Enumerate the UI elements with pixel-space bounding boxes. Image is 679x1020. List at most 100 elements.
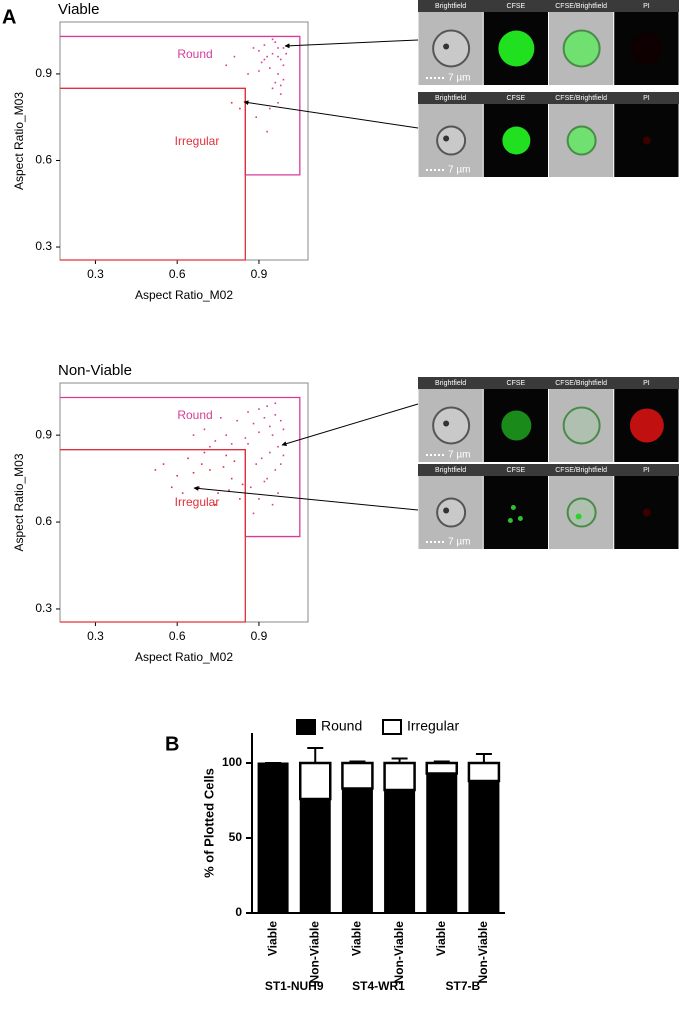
point	[282, 47, 285, 49]
point	[219, 416, 222, 419]
point	[271, 434, 274, 436]
point	[181, 492, 184, 494]
point	[263, 58, 266, 61]
x-axis-label: Aspect Ratio_M02	[135, 650, 233, 664]
panel-label: A	[2, 6, 16, 28]
x-tick-label: Viable	[265, 921, 279, 956]
x-tick-label: Non-Viable	[307, 921, 321, 984]
channel-label: PI	[643, 95, 650, 102]
x-tick-label: 0.3	[87, 629, 104, 643]
point	[162, 463, 165, 465]
arrow	[284, 39, 419, 49]
point	[279, 93, 282, 95]
bar-segment	[384, 789, 416, 914]
strip-header	[418, 464, 679, 476]
cell	[436, 497, 467, 528]
point	[247, 443, 249, 445]
cell	[562, 406, 601, 445]
bar-segment	[341, 788, 373, 914]
arrow	[193, 485, 419, 511]
point	[230, 477, 233, 480]
gate	[60, 448, 246, 623]
y-tick-label: 100	[222, 755, 242, 769]
cell	[501, 410, 532, 441]
point	[170, 486, 173, 489]
point	[176, 474, 178, 477]
point	[277, 492, 279, 494]
bar-segment	[426, 773, 458, 914]
point	[263, 480, 266, 483]
cell	[642, 508, 651, 517]
point	[269, 451, 271, 454]
point	[244, 437, 247, 439]
point	[269, 107, 271, 110]
point	[277, 73, 279, 75]
legend-swatch	[296, 719, 316, 735]
panel-label: B	[165, 733, 179, 755]
bar-segment	[425, 761, 458, 775]
point	[255, 463, 258, 465]
point	[252, 422, 255, 425]
point	[225, 64, 228, 67]
point	[214, 440, 217, 442]
y-axis-label: % of Plotted Cells	[201, 768, 216, 878]
x-tick-label: 0.3	[87, 267, 104, 281]
gate-label: Round	[177, 408, 212, 422]
point	[230, 101, 233, 104]
point	[233, 460, 236, 463]
point	[252, 47, 255, 49]
point	[228, 489, 230, 491]
point	[200, 463, 203, 465]
point	[241, 483, 244, 486]
point	[277, 55, 279, 58]
point	[271, 87, 274, 90]
point	[252, 512, 255, 515]
point	[277, 47, 279, 49]
point	[258, 498, 260, 500]
bar-segment	[383, 761, 416, 792]
point	[282, 78, 285, 81]
point	[266, 405, 268, 407]
point	[277, 445, 279, 448]
channel-label: Brightfield	[435, 3, 466, 10]
chart-title: Viable	[58, 1, 99, 18]
point	[266, 55, 268, 58]
legend-label: Irregular	[407, 718, 459, 734]
point	[271, 503, 274, 506]
x-tick-label: 0.9	[251, 267, 268, 281]
cell	[502, 126, 531, 155]
point	[260, 61, 263, 64]
scale-label: 7 µm	[448, 537, 470, 548]
cell	[566, 125, 597, 156]
point	[266, 130, 268, 133]
point	[255, 116, 258, 118]
point	[269, 67, 271, 69]
channel-label: CFSE/Brightfield	[555, 380, 607, 387]
strip-header	[418, 92, 679, 104]
point	[225, 434, 228, 436]
point	[279, 463, 282, 465]
cell-spot	[575, 513, 582, 520]
y-axis-label: Aspect Ratio_M03	[12, 92, 26, 190]
point	[282, 64, 285, 67]
point	[263, 44, 266, 46]
point	[214, 503, 217, 506]
point	[236, 419, 238, 422]
y-tick-label: 0	[235, 905, 242, 919]
bar-segment	[257, 762, 289, 914]
group-label: ST1-NUH9	[265, 979, 324, 993]
cell	[432, 406, 471, 445]
bar-segment	[467, 761, 501, 783]
channel-label: CFSE	[507, 3, 526, 10]
gate-label: Irregular	[175, 134, 220, 148]
channel-label: CFSE/Brightfield	[555, 95, 607, 102]
point	[198, 486, 200, 489]
x-tick-label: Viable	[434, 921, 448, 956]
cell	[436, 125, 467, 156]
y-tick-label: 0.9	[35, 66, 52, 80]
channel-label: Brightfield	[435, 380, 466, 387]
point	[239, 107, 241, 110]
point	[233, 55, 236, 58]
bar-segment	[299, 798, 331, 914]
x-tick-label: 0.9	[251, 629, 268, 643]
